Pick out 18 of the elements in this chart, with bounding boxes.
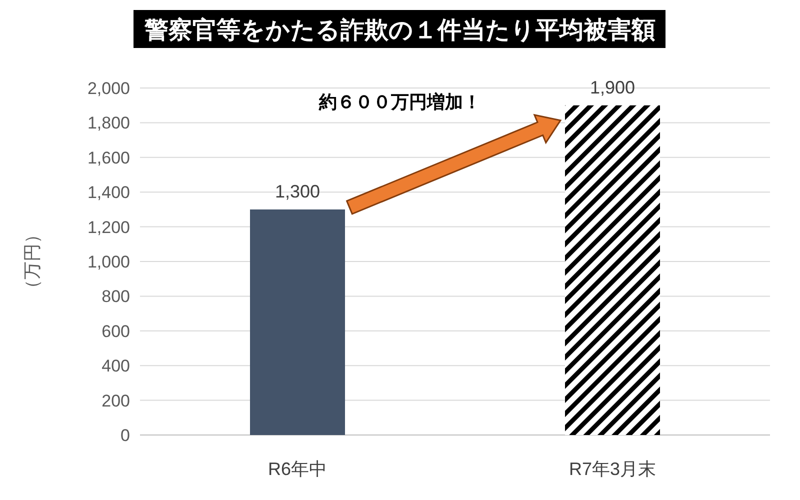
y-tick-label: 800	[102, 287, 130, 306]
y-tick-label: 200	[102, 391, 130, 410]
y-tick-label: 1,000	[87, 252, 130, 272]
data-label: 1,900	[590, 77, 636, 98]
x-tick-label: R6年中	[268, 459, 328, 479]
y-tick-label: 1,600	[87, 148, 130, 168]
y-tick-label: 0	[120, 426, 130, 445]
y-tick-label: 1,200	[87, 218, 130, 237]
y-tick-label: 2,000	[87, 79, 130, 98]
annotation: 約６００万円増加！	[318, 91, 481, 112]
data-label: 1,300	[274, 181, 320, 202]
y-tick-label: 400	[102, 356, 130, 376]
x-tick-label: R7年3月末	[568, 459, 656, 479]
y-tick-label: 1,800	[87, 114, 130, 133]
y-axis-title: （万円）	[22, 226, 42, 298]
chart-title: 警察官等をかたる詐欺の１件当たり平均被害額	[144, 16, 656, 44]
y-tick-label: 600	[102, 322, 130, 341]
y-tick-label: 1,400	[87, 183, 130, 202]
